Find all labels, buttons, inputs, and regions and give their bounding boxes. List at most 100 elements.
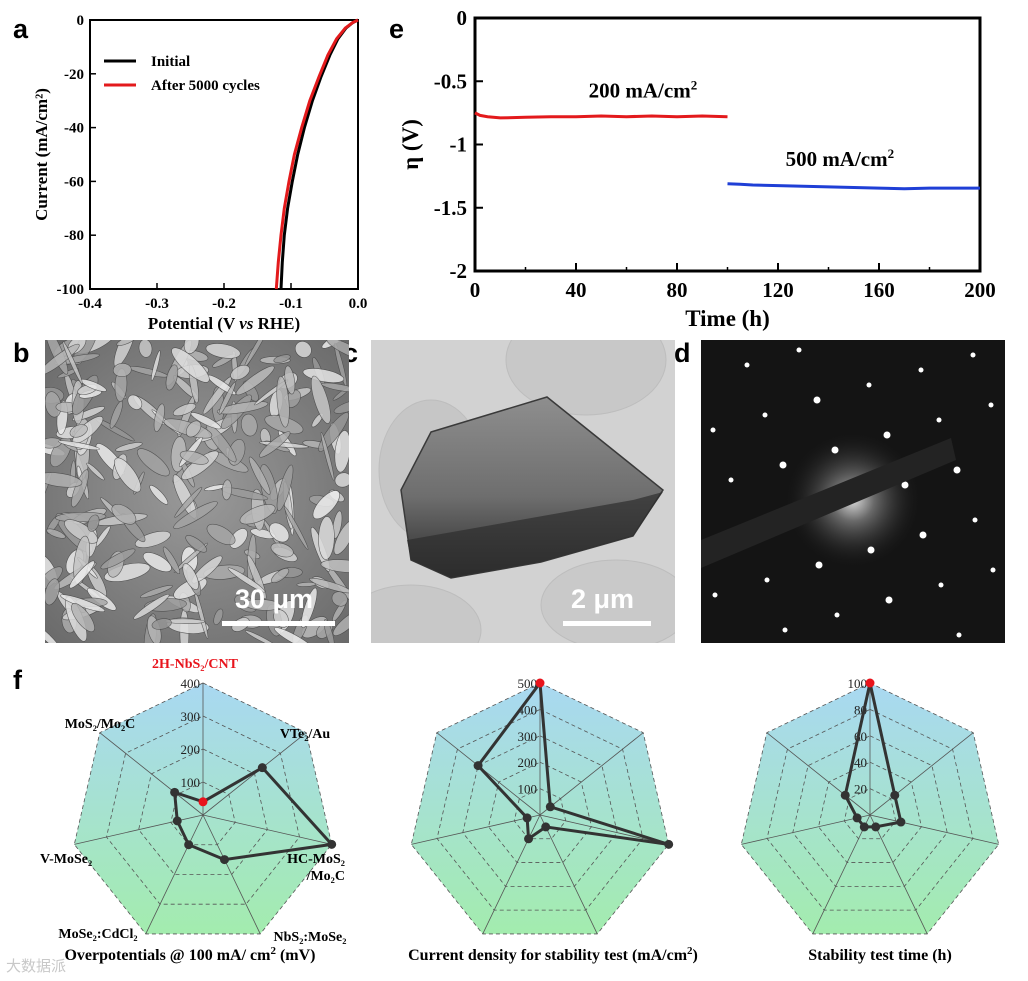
radar-ring-label: 400 xyxy=(181,676,201,691)
sem-flake xyxy=(173,501,218,529)
tem-drawing xyxy=(371,340,675,643)
y-tick-label-e: -0.5 xyxy=(434,69,467,93)
radar-spoke xyxy=(145,814,204,935)
radar-axis-label: MoS₂/Mo₂C xyxy=(65,717,136,732)
sem-flake xyxy=(271,568,290,584)
radar-spoke xyxy=(99,732,204,816)
y-tick-label-a: -40 xyxy=(64,121,84,137)
sem-flake xyxy=(206,523,236,546)
panel-letter-e: e xyxy=(389,14,405,44)
diffraction-spot xyxy=(867,546,875,554)
radar-spoke xyxy=(741,814,871,845)
radar-ring-label: 200 xyxy=(181,742,201,757)
sem-flake xyxy=(114,457,142,493)
sem-flake xyxy=(133,593,170,620)
sem-flake xyxy=(331,591,348,607)
radar-ring-label: 300 xyxy=(181,709,201,724)
plot-frame-e xyxy=(473,16,982,273)
radar-point-other xyxy=(170,787,180,797)
y-tick-label-a: -20 xyxy=(64,67,84,83)
x-tick-label-e: 80 xyxy=(667,278,688,302)
y-axis-label-e: η (V) xyxy=(398,119,423,170)
sem-flake xyxy=(103,562,151,582)
radar-ring-label: 100 xyxy=(518,782,538,797)
radar-spoke xyxy=(202,814,261,935)
sem-flake xyxy=(46,528,66,539)
radar-point-other xyxy=(257,763,267,773)
legend-label-a: After 5000 cycles xyxy=(151,78,260,94)
sem-flake xyxy=(309,577,349,594)
radar-series-line xyxy=(476,678,670,846)
radar-spoke xyxy=(436,732,541,816)
diffraction-spot xyxy=(901,481,909,489)
radar-spoke xyxy=(202,814,332,845)
sem-flake xyxy=(69,560,95,589)
diffraction-spot xyxy=(866,382,872,388)
sem-flake xyxy=(138,340,153,358)
radar-ring xyxy=(462,735,618,887)
y-tick-label-e: -1 xyxy=(450,133,468,157)
saed-image-d xyxy=(701,340,1005,643)
sem-flake xyxy=(239,504,276,525)
sem-flake xyxy=(172,403,197,417)
diffraction-spot xyxy=(936,417,942,423)
sem-flake xyxy=(205,343,241,359)
series-line-a-after-5000-cycles xyxy=(274,18,359,290)
sem-flake xyxy=(182,563,199,590)
sem-flake xyxy=(333,519,349,555)
radar-spoke xyxy=(539,814,669,845)
sem-flake xyxy=(116,340,138,346)
radar-spoke xyxy=(539,732,644,816)
panel-letter-a: a xyxy=(13,14,29,44)
radar-ring xyxy=(410,682,670,935)
y-tick-label-e: 0 xyxy=(457,6,468,30)
sem-image-b: 30 μm xyxy=(45,340,349,643)
sem-flake xyxy=(318,412,349,452)
radar-axis-label: MoSe₂:CdCl₂ xyxy=(58,927,137,942)
radar-point-other xyxy=(664,839,674,849)
sem-flake xyxy=(320,432,335,481)
sem-flake xyxy=(127,394,143,410)
sem-flake xyxy=(162,546,181,575)
radar-spoke xyxy=(869,814,999,845)
radar-axis-label: VTe₂/Au xyxy=(280,727,331,742)
radar-point-other xyxy=(522,813,532,823)
radar-point-other xyxy=(896,817,906,827)
sem-flake xyxy=(86,462,105,481)
sem-flake xyxy=(240,413,258,437)
sem-flake xyxy=(235,365,275,396)
sem-flake xyxy=(283,506,309,550)
sem-flake xyxy=(301,587,318,629)
sem-flake xyxy=(151,350,161,381)
radar-axis-label: /Mo₂C xyxy=(306,869,345,884)
sem-flake xyxy=(320,559,349,573)
y-tick-label-a: -60 xyxy=(64,174,84,190)
sem-flake xyxy=(332,611,349,636)
sem-flake xyxy=(149,484,169,505)
chart-e-stability: 0 40 80 120 160 200 0 -0.5 -1 -1.5 -2 Time (h) η (V)… xyxy=(398,6,996,331)
radar-point-other xyxy=(852,813,862,823)
sem-flake xyxy=(276,464,294,512)
diffraction-spot xyxy=(712,592,718,598)
sem-flake xyxy=(221,479,232,501)
sem-flake xyxy=(185,535,208,553)
x-tick-label-e: 160 xyxy=(863,278,895,302)
y-axis-label-a: Current (mA/cm²) xyxy=(32,88,51,221)
x-tick-label-a: -0.4 xyxy=(78,296,102,312)
scalebar-label-c: 2 μm xyxy=(571,584,635,614)
diffraction-spot xyxy=(953,466,961,474)
diffraction-spot xyxy=(782,627,788,633)
sem-flake xyxy=(230,364,250,381)
diffraction-spot xyxy=(970,352,976,358)
sem-flake xyxy=(213,608,224,626)
chart-a-lsv: -0.4 -0.3 -0.2 -0.1 0.0 0 -20 -40 -60 -80 -100 Pote… xyxy=(32,13,367,333)
sem-flake xyxy=(87,514,100,532)
radar-ring xyxy=(170,781,236,846)
radar-ring xyxy=(818,761,922,863)
radar-ring xyxy=(106,715,300,905)
radar-ring xyxy=(138,748,268,875)
sem-flake xyxy=(45,578,60,606)
radar-spoke xyxy=(812,814,871,935)
